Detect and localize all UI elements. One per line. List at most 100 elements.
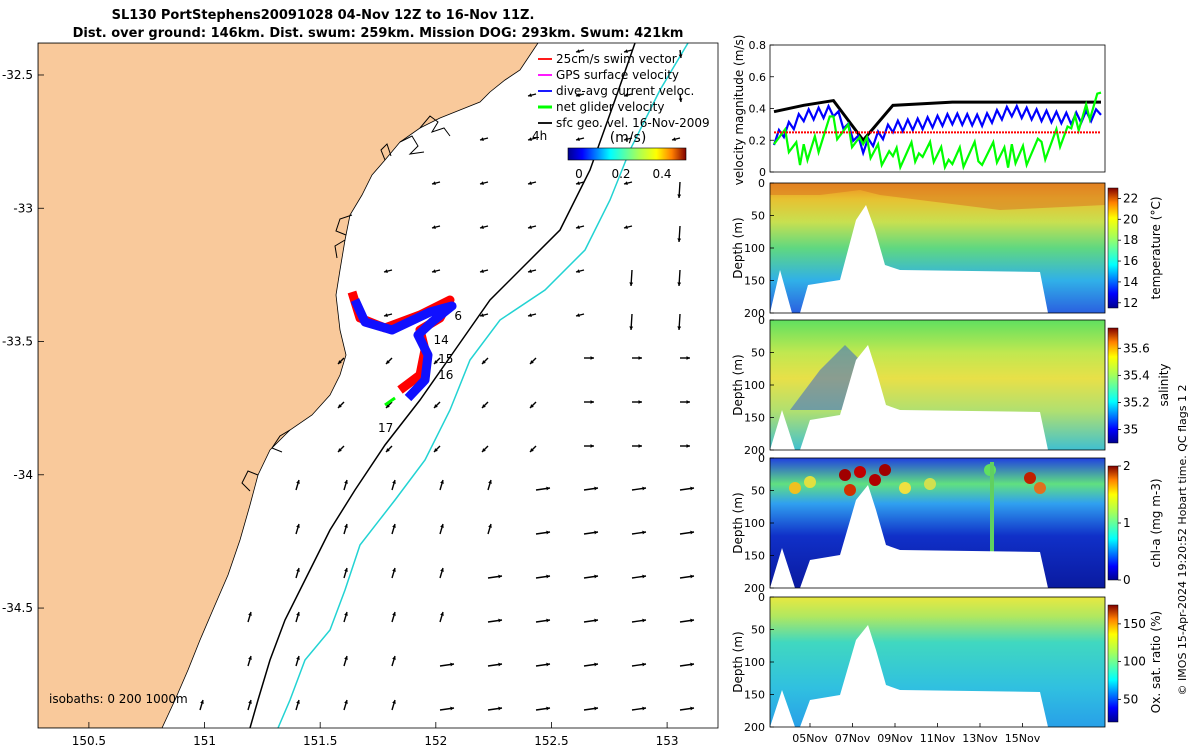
time-tick-label: 09Nov	[877, 732, 913, 745]
current-arrow-head	[434, 448, 438, 452]
current-arrow-head	[434, 404, 438, 408]
chla-hotspot	[869, 474, 881, 486]
arrow-scale-label: 4h	[532, 129, 547, 143]
current-arrow-head	[440, 480, 444, 484]
depth-tick-label: 0	[758, 452, 765, 465]
depth-ylabel: Depth (m)	[731, 631, 745, 692]
temperature-colorbar-label: temperature (°C)	[1149, 197, 1163, 300]
velocity-tick-label: 0.6	[749, 71, 767, 84]
current-arrow-head	[344, 612, 348, 616]
current-arrow-head	[450, 662, 454, 667]
current-arrow-head	[392, 480, 396, 484]
current-arrow-head	[624, 225, 628, 230]
depth-tick-label: 200	[744, 444, 765, 457]
current-arrow-head	[677, 194, 682, 198]
current-arrow-head	[296, 700, 300, 704]
current-arrow-head	[690, 486, 694, 491]
current-arrow-head	[392, 568, 396, 572]
current-arrow-head	[528, 313, 532, 318]
chla-hotspot	[879, 464, 891, 476]
day-label: 17	[378, 421, 393, 435]
velocity-series-line	[773, 91, 1102, 171]
current-arrow-head	[672, 137, 676, 142]
speed-colorbar-tick-1: 0.2	[611, 167, 630, 181]
net-glider-segment	[384, 396, 396, 407]
oxygen-panel	[769, 596, 1106, 728]
current-arrow-head	[296, 612, 300, 616]
current-arrow-head	[528, 137, 532, 142]
current-arrow-head	[690, 574, 694, 579]
current-arrow-head	[498, 706, 502, 711]
lat-tick-label: -33	[13, 201, 33, 215]
current-arrow-head	[677, 238, 682, 242]
current-arrow-head	[432, 269, 436, 274]
colorbar-tick-label: 35.6	[1123, 341, 1150, 355]
current-arrow-head	[690, 618, 694, 623]
current-arrow-head	[576, 49, 580, 54]
current-arrow-head	[482, 360, 486, 364]
current-arrow-head	[686, 444, 690, 448]
glider-track	[347, 290, 457, 407]
velocity-ticks: 0 0.2 0.4 0.6 0.8	[749, 39, 774, 179]
current-arrow-head	[642, 486, 646, 491]
current-arrow-head	[440, 524, 444, 528]
velocity-tick-label: 0.8	[749, 39, 767, 52]
current-arrow-head	[528, 225, 532, 230]
colorbar-tick-label: 14	[1123, 275, 1138, 289]
current-arrow-head	[296, 524, 300, 528]
depth-tick-label: 150	[744, 275, 765, 288]
chla-hotspot	[789, 482, 801, 494]
current-arrow-head	[248, 700, 252, 704]
depth-ylabel: Depth (m)	[731, 217, 745, 278]
current-arrow-head	[690, 530, 694, 535]
land-area	[38, 43, 539, 728]
velocity-tick-label: 0.2	[749, 134, 767, 147]
map-axis-ticks: 150.5 151 151.5 152 152.5 153 -32.5 -33 -33.5 -34…	[2, 68, 679, 748]
oxygen-colorbar	[1107, 604, 1119, 723]
chla-hotspots	[789, 462, 1046, 557]
current-arrow-head	[392, 700, 396, 704]
current-arrow-head	[677, 282, 682, 286]
depth-tick-label: 150	[744, 689, 765, 702]
chla-hotspot	[839, 469, 851, 481]
velocity-tick-label: 0.4	[749, 103, 767, 116]
current-track	[350, 298, 457, 402]
current-arrows	[199, 49, 695, 711]
colorbar-tick-label: 20	[1123, 212, 1138, 226]
current-arrow-head	[677, 326, 682, 330]
estuary-outline	[241, 115, 451, 492]
speed-colorbar-tick-0: 0	[575, 167, 583, 181]
current-arrow-head	[629, 326, 634, 330]
current-arrow-head	[594, 618, 598, 623]
current-arrow-head	[530, 404, 534, 408]
time-tick-label: 05Nov	[792, 732, 828, 745]
current-arrow-head	[498, 574, 502, 579]
salinity-panel	[769, 319, 1106, 451]
depth-tick-label: 0	[758, 314, 765, 327]
colorbar-tick-label: 35.4	[1123, 368, 1150, 382]
colorbar-tick-label: 16	[1123, 254, 1138, 268]
current-arrow-head	[629, 282, 634, 286]
time-tick-label: 11Nov	[920, 732, 956, 745]
current-arrow-head	[594, 486, 598, 491]
velocity-ylabel: velocity magnitude (m/s)	[732, 35, 746, 186]
current-arrow-head	[338, 448, 342, 452]
current-arrow-head	[686, 400, 690, 404]
lon-tick-label: 152	[424, 734, 447, 748]
current-arrow-head	[690, 662, 694, 667]
legend-entry: sfc geo. vel. 16-Nov-2009	[556, 116, 710, 130]
current-arrow-head	[576, 313, 580, 318]
chla-colorbar	[1107, 465, 1119, 581]
legend-entry: GPS surface velocity	[556, 68, 679, 82]
current-arrow-head	[384, 313, 388, 318]
chla-colorbar-label: chl-a (mg m-3)	[1149, 478, 1163, 567]
chla-hotspot	[924, 478, 936, 490]
depth-tick-label: 0	[758, 591, 765, 604]
current-arrow-head	[530, 360, 534, 364]
temperature-seabed	[770, 205, 1048, 313]
current-arrow-head	[642, 574, 646, 579]
current-arrow-head	[678, 98, 683, 102]
depth-tick-label: 50	[751, 210, 765, 223]
chla-hotspot	[899, 482, 911, 494]
